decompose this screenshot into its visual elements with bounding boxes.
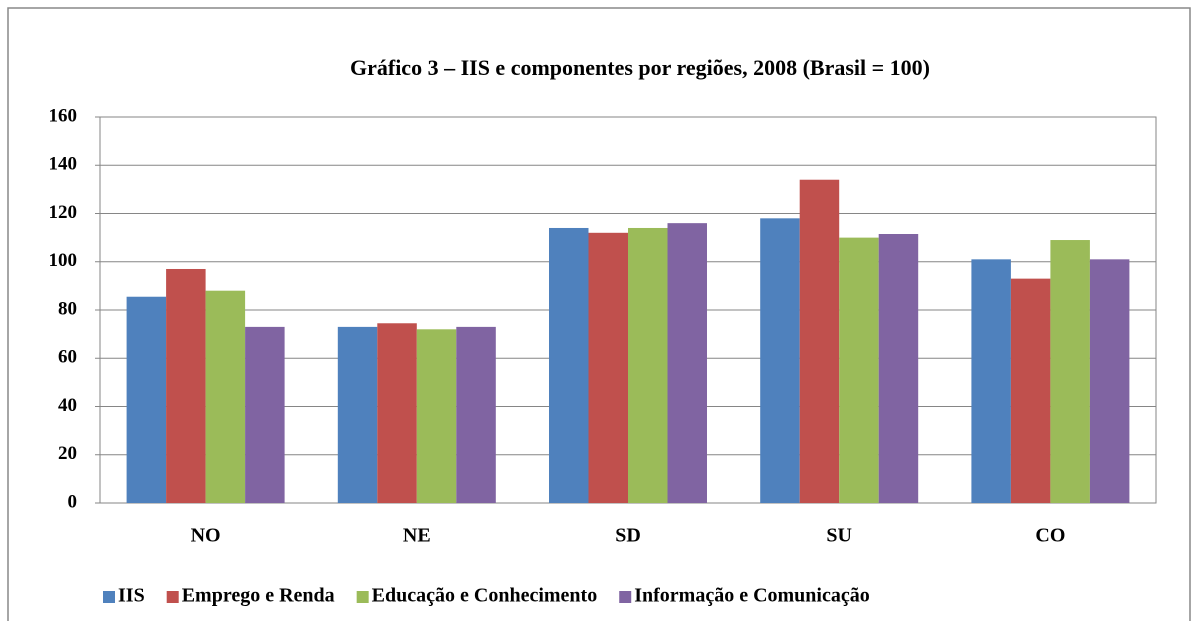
- y-tick-label: 120: [49, 202, 78, 223]
- bar: [549, 227, 589, 503]
- y-tick-label: 100: [49, 250, 78, 271]
- bar: [1010, 278, 1051, 503]
- bar: [667, 223, 707, 503]
- legend-label: IIS: [118, 585, 145, 607]
- x-tick-label: CO: [1035, 525, 1065, 547]
- bar: [245, 326, 285, 503]
- bar: [588, 232, 628, 504]
- legend-swatch: [619, 591, 632, 603]
- bar: [628, 227, 668, 503]
- y-tick-label: 60: [58, 347, 77, 368]
- legend-swatch: [356, 591, 369, 603]
- chart-title: Gráfico 3 – IIS e componentes por regiõe…: [350, 55, 930, 80]
- y-tick-label: 140: [49, 154, 78, 175]
- y-tick-label: 80: [58, 298, 77, 319]
- legend-swatch: [103, 591, 115, 603]
- bar: [799, 179, 840, 503]
- bar: [971, 259, 1011, 503]
- bar: [878, 234, 919, 503]
- y-tick-label: 160: [49, 105, 78, 126]
- bar: [839, 237, 879, 503]
- bar: [337, 326, 378, 503]
- bar: [377, 323, 417, 503]
- y-tick-label: 40: [58, 395, 77, 416]
- bar: [126, 296, 167, 503]
- x-tick-label: NO: [191, 525, 221, 547]
- bar: [1050, 240, 1090, 503]
- legend-label: Emprego e Renda: [182, 585, 335, 607]
- bar: [166, 268, 206, 503]
- bar: [1089, 259, 1130, 503]
- x-tick-label: SD: [615, 525, 641, 547]
- legend-label: Educação e Conhecimento: [372, 585, 598, 607]
- bar: [760, 218, 800, 503]
- legend-label: Informação e Comunicação: [634, 585, 870, 607]
- x-tick-label: SU: [826, 525, 852, 547]
- legend-swatch: [166, 591, 179, 603]
- bar: [205, 290, 246, 503]
- y-tick-label: 0: [68, 491, 78, 512]
- x-tick-label: NE: [403, 525, 431, 547]
- y-tick-label: 20: [58, 443, 77, 464]
- bar: [456, 326, 496, 503]
- bar: [416, 329, 457, 503]
